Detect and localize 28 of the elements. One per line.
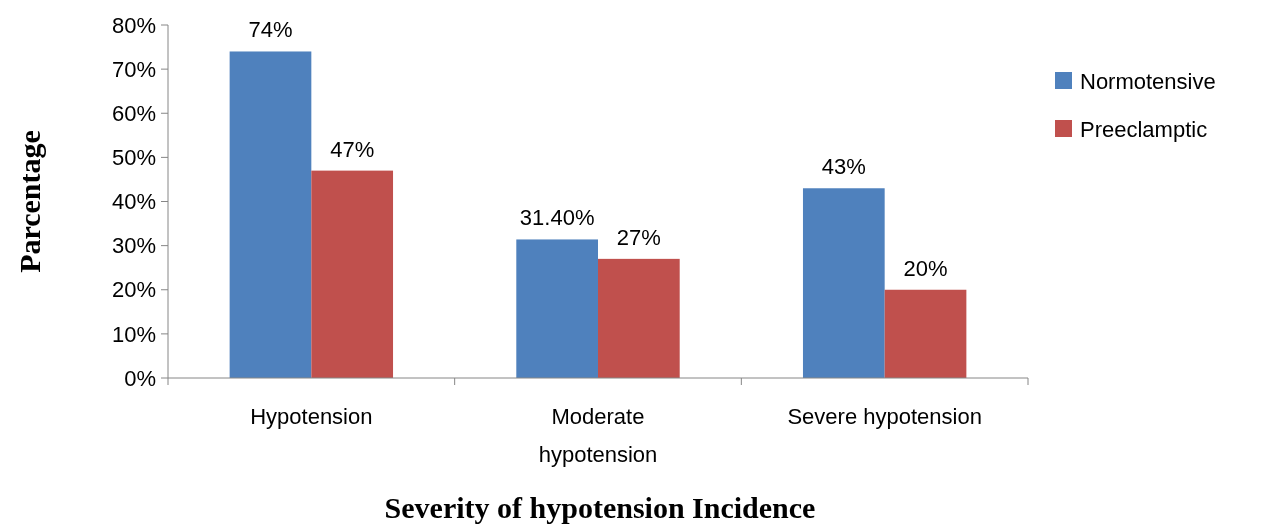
y-tick-label: 20% bbox=[111, 277, 156, 303]
y-tick-label: 60% bbox=[111, 100, 156, 126]
x-axis-title: Severity of hypotension Incidence bbox=[384, 491, 816, 524]
y-tick-label: 40% bbox=[111, 189, 156, 215]
y-tick-label: 0% bbox=[124, 365, 156, 391]
legend-label: Preeclamptic bbox=[1080, 116, 1208, 142]
bar bbox=[802, 188, 885, 378]
x-tick-label: Severe hypotension bbox=[787, 404, 982, 429]
data-label: 20% bbox=[903, 255, 948, 281]
bar bbox=[516, 239, 598, 378]
data-label: 43% bbox=[821, 154, 866, 180]
bar bbox=[598, 258, 680, 378]
data-label: 31.40% bbox=[519, 205, 595, 231]
legend-label: Normotensive bbox=[1080, 68, 1216, 94]
data-label: 74% bbox=[248, 17, 293, 43]
bar bbox=[229, 51, 312, 378]
bar bbox=[884, 289, 967, 378]
y-tick-label: 10% bbox=[111, 321, 156, 347]
y-tick-label: 80% bbox=[111, 12, 156, 38]
data-label: 27% bbox=[616, 224, 661, 250]
y-tick-label: 50% bbox=[111, 145, 156, 171]
x-tick-label: Moderate hypotension bbox=[538, 404, 658, 467]
y-tick-label: 30% bbox=[111, 233, 156, 259]
y-axis-title: Parcentage bbox=[13, 130, 46, 273]
bar bbox=[311, 170, 394, 378]
y-tick-label: 70% bbox=[111, 56, 156, 82]
x-tick-label: Hypotension bbox=[250, 404, 373, 429]
data-label: 47% bbox=[330, 136, 375, 162]
